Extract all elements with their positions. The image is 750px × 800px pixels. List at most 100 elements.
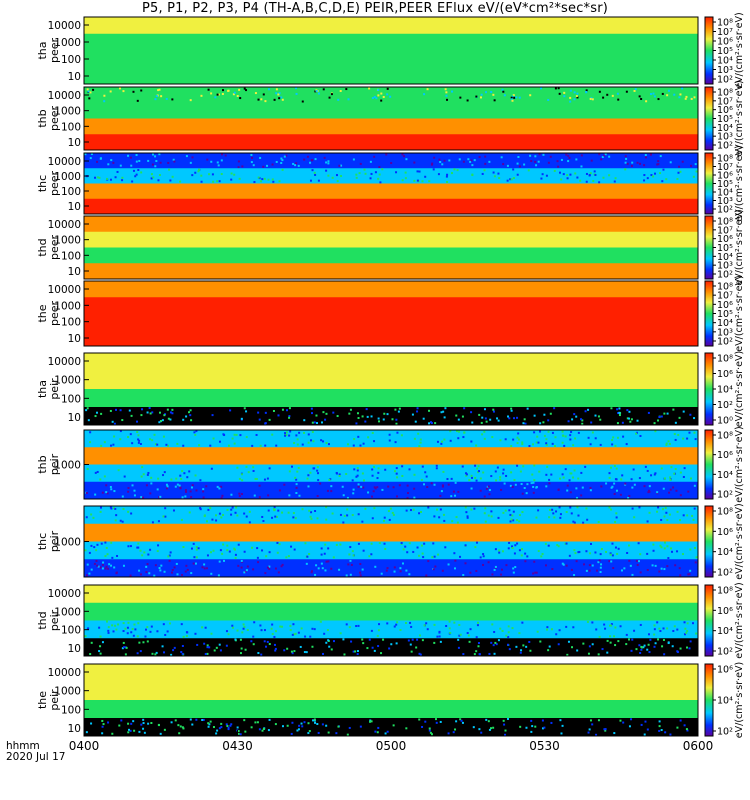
texture-speckle — [554, 445, 557, 448]
texture-speckle — [250, 153, 253, 156]
texture-speckle — [295, 478, 298, 481]
texture-speckle — [231, 437, 234, 440]
texture-speckle — [485, 718, 488, 721]
texture-speckle — [159, 569, 162, 572]
texture-speckle — [547, 419, 550, 422]
texture-speckle — [580, 471, 583, 474]
texture-speckle — [609, 553, 612, 556]
texture-speckle — [672, 629, 675, 632]
texture-speckle — [316, 517, 319, 520]
texture-speckle — [320, 562, 323, 565]
texture-speckle — [311, 159, 314, 162]
texture-speckle — [591, 723, 594, 726]
texture-speckle — [323, 632, 326, 635]
texture-speckle — [162, 623, 165, 626]
texture-speckle — [227, 728, 230, 731]
texture-speckle — [246, 629, 249, 632]
texture-speckle — [248, 510, 251, 513]
texture-speckle — [600, 485, 603, 488]
texture-speckle — [490, 727, 493, 730]
texture-speckle — [132, 720, 135, 723]
colorbar-tick-label: 10⁵ — [717, 114, 733, 125]
texture-speckle — [418, 652, 421, 655]
texture-speckle — [233, 433, 236, 436]
texture-speckle — [688, 647, 691, 650]
texture-speckle — [417, 432, 420, 435]
y-tick-label: 100 — [61, 121, 81, 133]
texture-speckle — [398, 484, 401, 487]
texture-speckle — [184, 570, 187, 573]
texture-speckle — [643, 733, 646, 736]
texture-speckle — [576, 496, 579, 499]
texture-speckle — [572, 444, 575, 447]
texture-speckle — [601, 156, 604, 159]
texture-speckle — [591, 621, 594, 624]
texture-speckle — [206, 646, 209, 649]
texture-speckle — [314, 721, 317, 724]
texture-speckle — [281, 408, 284, 411]
texture-speckle — [237, 730, 240, 733]
texture-speckle — [114, 519, 117, 522]
y-tick-label: 10000 — [48, 219, 81, 231]
texture-speckle — [567, 640, 570, 643]
texture-speckle — [359, 574, 362, 577]
texture-speckle — [469, 628, 472, 631]
texture-speckle — [551, 431, 554, 434]
texture-speckle — [399, 567, 402, 570]
texture-speckle — [156, 443, 159, 446]
texture-speckle — [331, 176, 334, 179]
texture-speckle — [86, 407, 89, 410]
texture-speckle — [112, 507, 115, 510]
texture-speckle — [129, 574, 132, 577]
texture-speckle — [382, 638, 385, 641]
texture-speckle — [652, 175, 655, 178]
texture-speckle — [315, 564, 318, 567]
texture-speckle — [665, 442, 668, 445]
texture-speckle — [550, 628, 553, 631]
texture-speckle — [435, 464, 438, 467]
texture-speckle — [324, 418, 327, 421]
texture-speckle — [502, 472, 505, 475]
texture-speckle — [630, 164, 633, 167]
texture-speckle — [502, 719, 505, 722]
texture-speckle — [297, 631, 300, 634]
texture-speckle — [395, 171, 398, 174]
texture-speckle — [118, 724, 121, 727]
texture-speckle — [198, 168, 201, 171]
texture-speckle — [492, 410, 495, 413]
texture-speckle — [170, 478, 173, 481]
texture-speckle — [215, 732, 218, 735]
texture-speckle — [256, 556, 259, 559]
texture-speckle — [284, 432, 287, 435]
texture-speckle — [611, 554, 614, 557]
texture-speckle — [632, 468, 635, 471]
texture-speckle — [461, 415, 464, 418]
texture-speckle — [494, 565, 497, 568]
texture-speckle — [200, 94, 203, 97]
texture-speckle — [108, 563, 111, 566]
y-tick-label: 1000 — [54, 686, 81, 698]
texture-speckle — [600, 563, 603, 566]
texture-speckle — [147, 159, 150, 162]
texture-speckle — [692, 518, 695, 521]
texture-speckle — [85, 516, 88, 519]
texture-speckle — [306, 477, 309, 480]
texture-speckle — [266, 164, 269, 167]
texture-speckle — [293, 442, 296, 445]
texture-speckle — [238, 88, 241, 91]
texture-speckle — [377, 94, 380, 97]
texture-speckle — [101, 563, 104, 566]
texture-speckle — [156, 550, 159, 553]
colorbar — [704, 16, 714, 85]
colorbar-tick-label: 10² — [717, 75, 733, 86]
texture-speckle — [413, 179, 416, 182]
texture-speckle — [667, 642, 670, 645]
texture-speckle — [338, 474, 341, 477]
texture-speckle — [631, 161, 634, 164]
texture-speckle — [688, 573, 691, 576]
texture-speckle — [644, 156, 647, 159]
texture-speckle — [611, 443, 614, 446]
texture-speckle — [442, 470, 445, 473]
